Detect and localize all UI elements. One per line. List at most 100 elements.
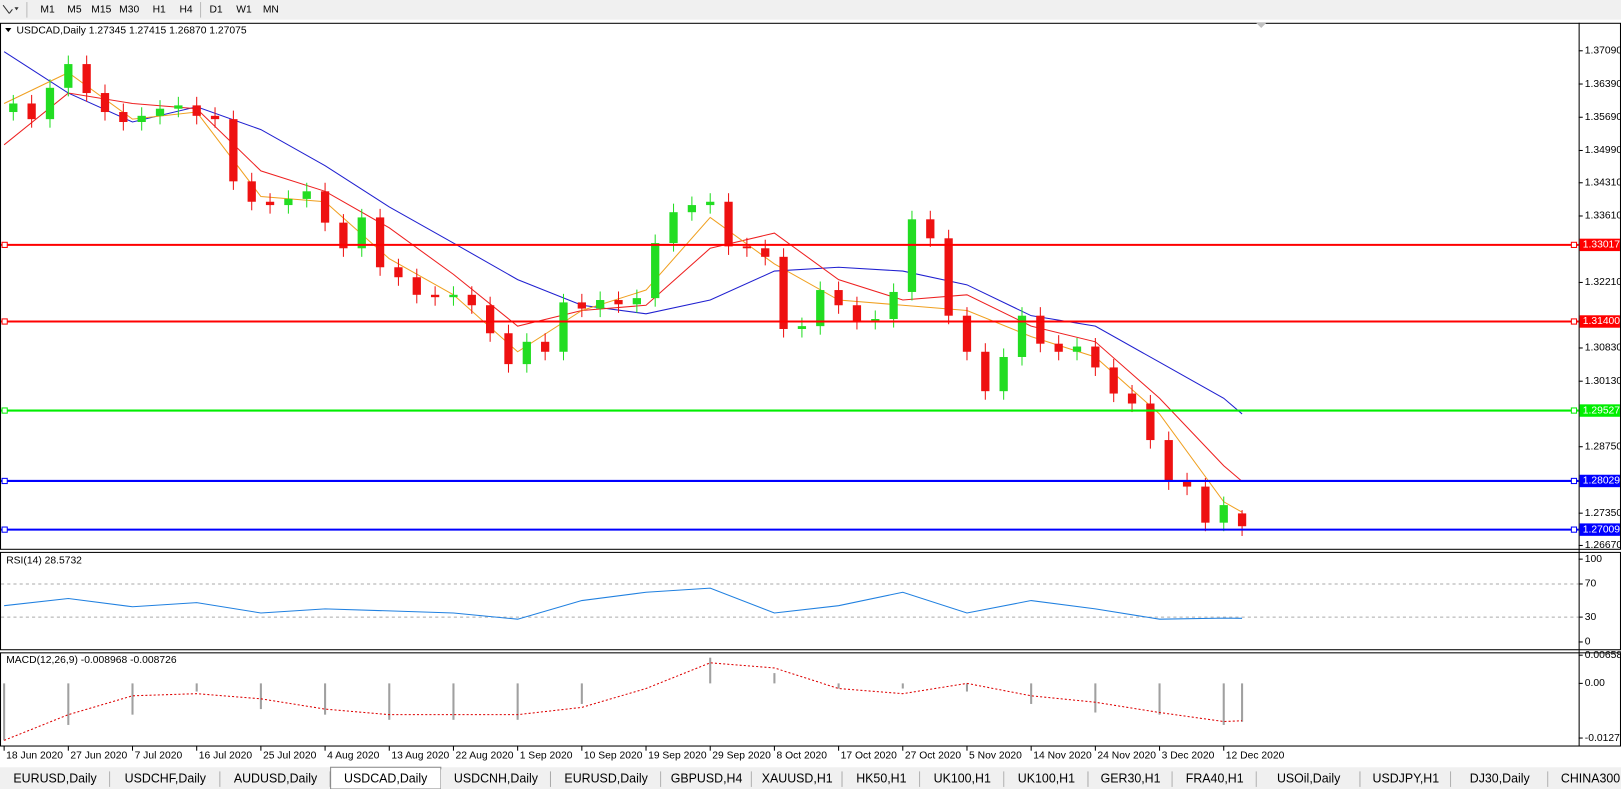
tab[interactable]: UK100,H1: [1004, 769, 1089, 789]
tab-label[interactable]: HK50,H1: [856, 771, 906, 785]
candle-body: [1109, 367, 1118, 394]
y-tick-label: 1.34310: [1585, 177, 1621, 188]
toolbar-dropdown[interactable]: [14, 7, 19, 11]
tab-background[interactable]: [440, 769, 552, 789]
level-handle: [1, 407, 8, 414]
tab-label[interactable]: EURUSD,Daily: [564, 771, 648, 785]
tab[interactable]: USDCAD,Daily: [330, 766, 442, 789]
tab-background[interactable]: [551, 769, 662, 789]
level-label-box: [1579, 404, 1620, 417]
candle-body: [816, 290, 825, 327]
tab-background[interactable]: [1360, 769, 1452, 789]
tab[interactable]: USDCHF,Daily: [110, 769, 221, 789]
tab-label[interactable]: GBPUSD,H4: [671, 771, 743, 785]
candle-body: [889, 291, 898, 320]
tab-label[interactable]: USDCHF,Daily: [125, 771, 207, 785]
candle-body: [229, 119, 238, 182]
tab-label[interactable]: USOil,Daily: [1277, 771, 1341, 785]
candle-body: [210, 115, 220, 120]
y-tick-label: 1.35690: [1585, 112, 1621, 123]
candle-body: [724, 201, 733, 247]
x-tick-label: 24 Nov 2020: [1097, 751, 1156, 762]
tab-label[interactable]: AUDUSD,Daily: [234, 771, 318, 785]
tab-background[interactable]: [220, 769, 331, 789]
y-tick-label: 1.30130: [1585, 376, 1621, 387]
candle-body: [797, 326, 807, 329]
tab-background[interactable]: [1088, 769, 1173, 789]
x-tick-label: 7 Jul 2020: [135, 751, 183, 762]
tab-label[interactable]: DJ30,Daily: [1470, 771, 1531, 785]
candle-body: [577, 302, 586, 309]
tab-background[interactable]: [1256, 769, 1361, 789]
x-tick-label: 8 Oct 2020: [776, 751, 827, 762]
timeframe-button[interactable]: D1: [209, 5, 222, 16]
level-handle: [1, 477, 8, 485]
tab-label[interactable]: USDCNH,Daily: [454, 771, 539, 785]
tab[interactable]: USOil,Daily: [1256, 769, 1361, 789]
tab-background[interactable]: [661, 769, 752, 789]
moving-average: [3, 92, 1243, 482]
timeframe-button[interactable]: M5: [67, 5, 82, 16]
timeframe-button[interactable]: M1: [40, 5, 55, 16]
tab-background[interactable]: [1451, 769, 1549, 789]
macd-panel-frame: [0, 652, 1621, 747]
tab[interactable]: CHINA300,H1: [1548, 769, 1621, 789]
tab-background[interactable]: [1172, 769, 1257, 789]
candle-body: [302, 191, 311, 199]
x-tick-label: 10 Sep 2020: [584, 751, 643, 762]
x-tick-label: 22 Aug 2020: [456, 751, 514, 762]
tab-background[interactable]: [751, 769, 843, 789]
tab-label[interactable]: USDJPY,H1: [1373, 771, 1440, 785]
y-tick-label: 1.33610: [1585, 211, 1621, 222]
x-tick-label: 29 Sep 2020: [712, 751, 771, 762]
timeframe-button[interactable]: M30: [119, 5, 139, 16]
tab[interactable]: DJ30,Daily: [1451, 769, 1549, 789]
tab[interactable]: FRA40,H1: [1172, 769, 1257, 789]
candle-body: [137, 115, 146, 122]
tab[interactable]: USDJPY,H1: [1360, 769, 1452, 789]
tab-background[interactable]: [1548, 769, 1621, 789]
candle-body: [375, 217, 385, 268]
tab[interactable]: EURUSD,Daily: [551, 769, 662, 789]
tab-label[interactable]: XAUUSD,H1: [762, 771, 833, 785]
tab-label[interactable]: CHINA300,H1: [1561, 771, 1621, 785]
timeframe-button[interactable]: M15: [91, 5, 111, 16]
y-tick-label: 100: [1585, 554, 1602, 565]
tab[interactable]: AUDUSD,Daily: [220, 769, 331, 789]
main-panel-frame: [0, 22, 1621, 550]
level-handle: [1, 318, 8, 325]
tab-background[interactable]: [920, 769, 1005, 789]
tab-label[interactable]: UK100,H1: [934, 771, 991, 785]
y-tick-label: 0.00: [1585, 678, 1605, 689]
tab-background[interactable]: [1004, 769, 1089, 789]
tab-label[interactable]: UK100,H1: [1018, 771, 1075, 785]
candle-body: [504, 333, 513, 365]
tab-background[interactable]: [110, 769, 221, 789]
candle-body: [247, 181, 256, 202]
timeframe-button[interactable]: H4: [179, 5, 192, 16]
tab[interactable]: GBPUSD,H4: [661, 769, 752, 789]
x-tick-label: 14 Nov 2020: [1033, 751, 1092, 762]
timeframe-button[interactable]: W1: [236, 5, 252, 16]
rsi-title: RSI(14) 28.5732: [6, 555, 82, 566]
tab-label[interactable]: GER30,H1: [1101, 771, 1161, 785]
tab[interactable]: UK100,H1: [920, 769, 1005, 789]
toolbar-icon[interactable]: [2, 4, 13, 14]
candle-body: [192, 105, 201, 116]
tab-background[interactable]: [0, 769, 111, 789]
tab[interactable]: HK50,H1: [842, 769, 921, 789]
timeframe-button[interactable]: MN: [263, 5, 279, 16]
tab-label[interactable]: USDCAD,Daily: [344, 771, 428, 785]
tab-label[interactable]: FRA40,H1: [1186, 771, 1244, 785]
tab[interactable]: EURUSD,Daily: [0, 769, 111, 789]
timeframe-button[interactable]: H1: [153, 5, 166, 16]
tab-label[interactable]: EURUSD,Daily: [13, 771, 97, 785]
tab[interactable]: GER30,H1: [1088, 769, 1173, 789]
candle-body: [1201, 486, 1210, 523]
tab-background[interactable]: [842, 769, 921, 789]
tab[interactable]: XAUUSD,H1: [751, 769, 843, 789]
level-label-box: [1579, 523, 1620, 536]
tab[interactable]: USDCNH,Daily: [440, 769, 552, 789]
candle-body: [944, 238, 953, 316]
